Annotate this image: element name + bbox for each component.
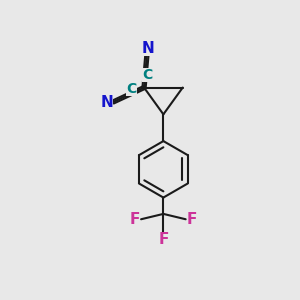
Text: F: F bbox=[187, 212, 197, 227]
Text: F: F bbox=[158, 232, 169, 247]
Text: F: F bbox=[129, 212, 140, 227]
Text: N: N bbox=[100, 94, 113, 110]
Text: C: C bbox=[142, 68, 152, 82]
Text: C: C bbox=[126, 82, 137, 97]
Text: N: N bbox=[142, 41, 155, 56]
